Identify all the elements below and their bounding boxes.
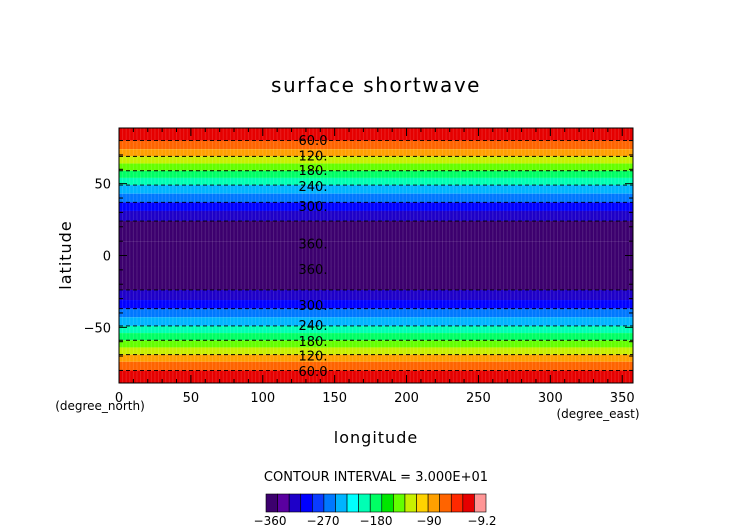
x-tick-label-3: 150 [322, 391, 347, 406]
contour-label-9: 180. [299, 335, 328, 350]
x-tick-label-7: 350 [610, 391, 635, 406]
x-tick-label-0: 0 [115, 391, 123, 406]
x-axis-label: longitude [334, 428, 418, 447]
colorbar-swatch-8 [358, 493, 371, 513]
plot-area [118, 128, 634, 383]
x-tick-label-2: 100 [250, 391, 275, 406]
contour-band-3 [119, 156, 633, 164]
colorbar-swatch-15 [439, 493, 452, 513]
colorbar-label-4: −9.2 [467, 514, 496, 528]
colorbar-swatch-6 [335, 493, 348, 513]
contour-band-9 [119, 202, 633, 211]
contour-band-11 [119, 221, 633, 242]
contour-band-24 [119, 370, 633, 383]
contour-band-19 [119, 333, 633, 341]
contour-band-1 [119, 140, 633, 150]
contour-band-14 [119, 289, 633, 301]
contour-band-2 [119, 149, 633, 157]
contour-label-5: 360. [299, 237, 328, 252]
colorbar-swatch-0 [265, 493, 278, 513]
colorbar [265, 493, 487, 513]
y-axis-label: latitude [56, 220, 75, 289]
contour-label-6: 360. [299, 263, 328, 278]
contour-band-8 [119, 193, 633, 203]
contour-band-6 [119, 177, 633, 186]
colorbar-labels: −360 −270 −180 −90 −9.2 [254, 514, 497, 528]
x-tick-label-5: 250 [466, 391, 491, 406]
colorbar-swatch-1 [277, 493, 290, 513]
contour-band-23 [119, 361, 633, 371]
x-axis: 0 50 100 150 200 250 300 350 [115, 128, 635, 406]
contour-labels: 60.0120.180.240.300.360.360.300.240.180.… [299, 134, 328, 380]
colorbar-swatch-18 [474, 493, 487, 513]
colorbar-label-0: −360 [254, 514, 287, 528]
colorbar-swatch-10 [381, 493, 394, 513]
colorbar-swatch-14 [427, 493, 440, 513]
contour-band-12 [119, 241, 633, 267]
y-unit-label: (degree_north) [55, 399, 145, 413]
colorbar-swatch-5 [323, 493, 336, 513]
contour-label-1: 120. [299, 150, 328, 165]
contour-label-10: 120. [299, 349, 328, 364]
contour-band-5 [119, 170, 633, 178]
colorbar-swatch-13 [416, 493, 429, 513]
contour-label-2: 180. [299, 164, 328, 179]
colorbar-swatch-12 [404, 493, 417, 513]
contour-label-11: 60.0 [299, 365, 328, 380]
contour-label-4: 300. [299, 200, 328, 215]
colorbar-swatch-2 [288, 493, 302, 513]
colorbar-label-1: −270 [307, 514, 340, 528]
colorbar-swatch-3 [300, 493, 313, 513]
contour-band-0 [119, 128, 633, 141]
contour-band-13 [119, 266, 633, 290]
contour-band-15 [119, 300, 633, 309]
colorbar-swatch-17 [462, 493, 475, 513]
chart-title: surface shortwave [271, 73, 481, 97]
colorbar-label-2: −180 [360, 514, 393, 528]
colorbar-swatch-11 [393, 493, 406, 513]
contour-band-22 [119, 354, 633, 362]
contour-band-4 [119, 163, 633, 171]
contour-label-8: 240. [299, 319, 328, 334]
contour-band-17 [119, 317, 633, 326]
x-tick-label-1: 50 [183, 391, 200, 406]
colorbar-label-3: −90 [416, 514, 441, 528]
y-axis: −50 0 50 [84, 140, 633, 371]
x-unit-label: (degree_east) [556, 407, 639, 421]
colorbar-swatch-16 [450, 493, 464, 513]
x-tick-label-4: 200 [394, 391, 419, 406]
y-tick-label-2: 50 [94, 178, 111, 193]
x-tick-label-6: 300 [538, 391, 563, 406]
colorbar-swatch-7 [346, 493, 359, 513]
contour-band-20 [119, 340, 633, 348]
colorbar-swatch-9 [369, 493, 383, 513]
contour-band-7 [119, 185, 633, 194]
y-tick-label-1: 0 [103, 250, 111, 265]
contour-band-10 [119, 210, 633, 222]
contour-label-7: 300. [299, 299, 328, 314]
y-tick-label-0: −50 [84, 321, 111, 336]
contour-interval-text: CONTOUR INTERVAL = 3.000E+01 [264, 470, 488, 485]
contour-lines [119, 140, 633, 371]
colorbar-swatch-4 [312, 493, 325, 513]
contour-band-18 [119, 325, 633, 334]
contour-band-21 [119, 347, 633, 355]
contour-label-3: 240. [299, 180, 328, 195]
contour-band-16 [119, 308, 633, 318]
contour-label-0: 60.0 [299, 134, 328, 149]
